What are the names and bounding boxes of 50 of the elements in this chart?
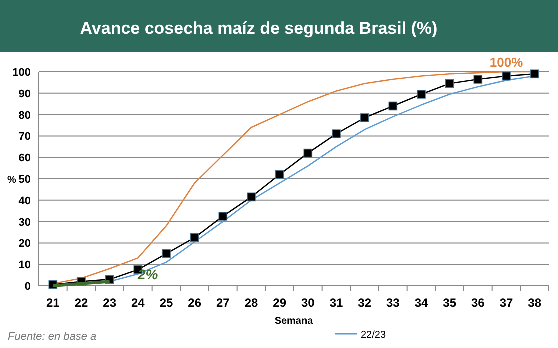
x-tick-label: 35 (443, 296, 457, 310)
y-tick-label: 0 (24, 281, 31, 293)
point (474, 75, 483, 84)
annotation: 100% (490, 55, 524, 70)
x-tick-label: 25 (160, 296, 174, 310)
x-tick-label: 27 (216, 296, 230, 310)
x-tick-label: 29 (273, 296, 287, 310)
annotation: 2% (136, 266, 159, 283)
point (332, 130, 341, 138)
y-tick-label: 30 (18, 216, 31, 229)
x-tick-label: 34 (414, 296, 428, 310)
point (360, 114, 370, 122)
y-tick-label: 90 (18, 88, 31, 100)
point (190, 233, 200, 242)
y-tick-label: 20 (18, 238, 31, 250)
x-tick-label: 28 (244, 296, 258, 310)
point (530, 70, 540, 79)
point (247, 192, 256, 202)
point (388, 102, 398, 111)
source-note: Fuente: en base a (8, 331, 97, 343)
x-tick-label: 36 (471, 296, 486, 310)
point (445, 79, 454, 88)
chart-title: Avance cosecha maíz de segunda Brasil (%) (80, 19, 438, 38)
point (162, 250, 171, 258)
x-axis-title: Semana (274, 316, 314, 327)
y-tick-label: 40 (18, 195, 31, 208)
x-tick-label: 22 (74, 296, 88, 310)
x-tick-label: 37 (500, 296, 514, 310)
x-tick-label: 21 (46, 296, 60, 310)
point (502, 72, 511, 81)
x-tick-label: 33 (386, 296, 400, 310)
y-tick-label: 50 (18, 174, 31, 186)
x-tick-label: 32 (358, 296, 372, 310)
y-tick-label: 100 (12, 67, 31, 79)
x-tick-label: 26 (188, 296, 202, 310)
legend-label: 22/23 (361, 330, 386, 341)
x-tick-label: 23 (103, 296, 117, 310)
x-tick-label: 38 (528, 296, 542, 310)
point (218, 212, 228, 221)
y-tick-label: 10 (18, 260, 31, 272)
point (275, 170, 284, 180)
y-tick-label: 60 (18, 152, 31, 165)
point (304, 148, 313, 158)
x-tick-label: 24 (131, 296, 146, 310)
y-axis-title: % (8, 175, 17, 186)
point (417, 90, 426, 99)
y-tick-label: 70 (18, 131, 31, 144)
y-tick-label: 80 (18, 110, 31, 122)
x-tick-label: 30 (301, 296, 316, 310)
x-tick-label: 31 (330, 296, 344, 310)
